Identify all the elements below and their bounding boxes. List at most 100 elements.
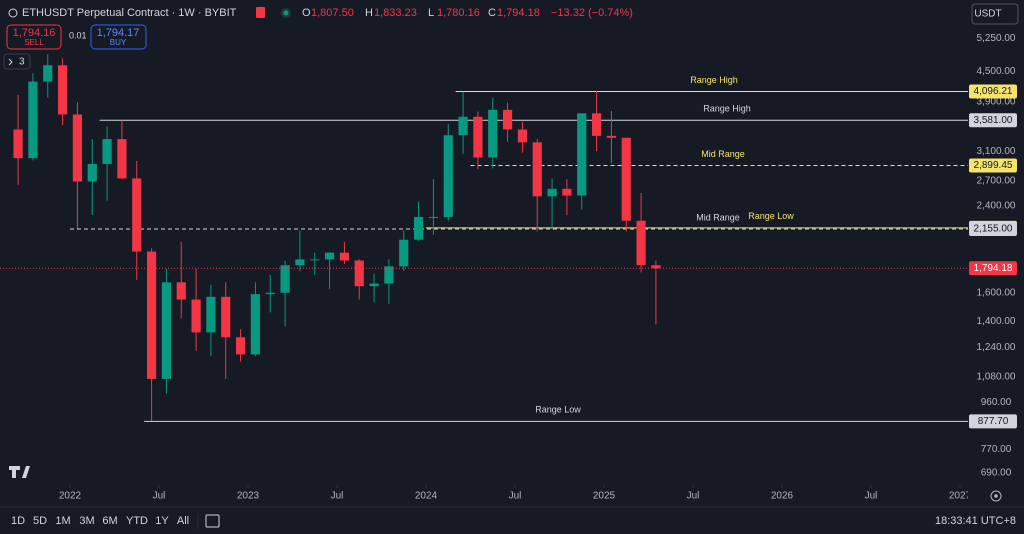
candle-body xyxy=(28,81,38,159)
y-tick-label: 5,250.00 xyxy=(977,33,1016,44)
level-label: Range Low xyxy=(748,211,794,221)
flag-icon[interactable] xyxy=(256,7,265,18)
ohlc-key: O xyxy=(302,7,311,19)
y-tick-label: 1,400.00 xyxy=(977,316,1016,327)
x-tick-label: 2022 xyxy=(59,491,82,502)
buy-label[interactable]: BUY xyxy=(110,38,127,47)
ohlc-values: O 1,807.50 H 1,833.23 L 1,780.16 C 1,794.18 xyxy=(302,7,540,19)
date-range-icon[interactable] xyxy=(205,514,220,528)
level-label: Mid Range xyxy=(696,212,740,222)
range-button[interactable]: 1D xyxy=(11,515,25,527)
change: −13.32 (−0.74%) xyxy=(551,7,633,19)
range-button[interactable]: 5D xyxy=(33,515,47,527)
level-label: Range Low xyxy=(535,405,581,415)
x-tick-label: 2024 xyxy=(415,491,438,502)
range-button[interactable]: YTD xyxy=(126,515,148,527)
y-tick-label: 690.00 xyxy=(981,468,1012,479)
level-label: Range High xyxy=(690,75,738,85)
sell-label[interactable]: SELL xyxy=(24,38,44,47)
clock: 18:33:41 UTC+8 xyxy=(935,515,1016,527)
settings-icon[interactable] xyxy=(990,490,1002,502)
x-tick-label: 2026 xyxy=(771,491,794,502)
range-button[interactable]: All xyxy=(177,515,189,527)
level-price-box xyxy=(969,414,1017,429)
candle-body xyxy=(117,139,127,179)
range-button[interactable]: 1Y xyxy=(155,515,169,527)
candle-body xyxy=(532,142,542,197)
candle-body xyxy=(102,139,112,164)
candle-body xyxy=(399,239,409,267)
status-dot xyxy=(283,10,289,16)
y-tick-label: 4,500.00 xyxy=(977,66,1016,77)
candle-body xyxy=(295,259,305,266)
x-tick-label: 2025 xyxy=(593,491,616,502)
x-tick-label: Jul xyxy=(331,491,344,502)
currency[interactable]: USDT xyxy=(974,9,1001,20)
candle-body xyxy=(221,296,231,338)
symbol-title: ETHUSDT Perpetual Contract · 1W · BYBIT xyxy=(22,7,237,19)
last-price: 1,794.18 xyxy=(974,263,1013,274)
candle-body xyxy=(547,188,557,197)
candle-body xyxy=(191,299,201,333)
indicator-count[interactable]: 3 xyxy=(19,57,25,68)
level-price: 3,581.00 xyxy=(974,115,1013,126)
candle-body xyxy=(384,266,394,284)
y-tick-label: 770.00 xyxy=(981,444,1012,455)
candle-body xyxy=(577,113,587,196)
candle-body xyxy=(502,109,513,130)
candle-body xyxy=(87,163,97,182)
level-price: 2,899.45 xyxy=(974,160,1013,171)
candle-body xyxy=(280,265,290,293)
buy-price[interactable]: 1,794.17 xyxy=(97,27,140,39)
candle-body xyxy=(13,129,23,159)
y-tick-label: 3,100.00 xyxy=(977,146,1016,157)
range-buttons: 1D 5D 1M 3M 6M YTD 1Y All xyxy=(11,515,189,527)
level-label: Range High xyxy=(703,104,751,114)
range-button[interactable]: 3M xyxy=(79,515,94,527)
x-tick-label: Jul xyxy=(865,491,878,502)
candle-body xyxy=(310,259,320,261)
x-tick-label: 2023 xyxy=(237,491,260,502)
sell-price[interactable]: 1,794.16 xyxy=(13,27,56,39)
candle-body xyxy=(235,337,246,355)
candle-body xyxy=(57,65,68,115)
x-tick-label: Jul xyxy=(509,491,522,502)
currency-button[interactable] xyxy=(971,3,1019,25)
candle-body xyxy=(413,216,424,240)
ohlc-key: C xyxy=(488,7,496,19)
level-price-box xyxy=(969,84,1017,99)
ohlc-value: 1,807.50 xyxy=(311,7,354,19)
candle-body xyxy=(354,260,364,287)
last-price-box xyxy=(969,261,1017,276)
candle-body xyxy=(591,113,602,136)
range-button[interactable]: 1M xyxy=(55,515,70,527)
range-button[interactable]: 6M xyxy=(102,515,117,527)
candle-body xyxy=(43,65,53,82)
candle-body xyxy=(176,282,186,300)
ohlc-value: 1,794.18 xyxy=(497,7,540,19)
candle-body xyxy=(161,282,172,379)
indicator-toggle[interactable] xyxy=(3,53,31,70)
quantity[interactable]: 0.01 xyxy=(69,30,87,40)
candle-body xyxy=(517,129,528,143)
y-tick-label: 2,700.00 xyxy=(977,175,1016,186)
symbol-icon xyxy=(8,8,18,18)
price-axis: 5,250.00 4,500.00 3,900.00 3,100.00 2,700.00… xyxy=(969,33,1017,479)
candle-body xyxy=(265,292,275,295)
candle-body xyxy=(473,116,483,158)
candle-body xyxy=(606,135,617,138)
level-price: 4,096.21 xyxy=(974,86,1013,97)
y-tick-label: 3,900.00 xyxy=(977,97,1016,108)
candle-body xyxy=(369,283,379,287)
sell-button[interactable] xyxy=(6,24,62,50)
ohlc-value: 1,780.16 xyxy=(437,7,480,19)
candle-body xyxy=(428,216,439,218)
y-tick-label: 1,240.00 xyxy=(977,342,1016,353)
candle-body xyxy=(562,188,572,196)
y-tick-label: 1,080.00 xyxy=(977,372,1016,383)
candle-body xyxy=(458,116,468,136)
level-price-box xyxy=(969,158,1017,173)
level-price-box xyxy=(969,222,1017,237)
buy-button[interactable] xyxy=(90,24,147,50)
